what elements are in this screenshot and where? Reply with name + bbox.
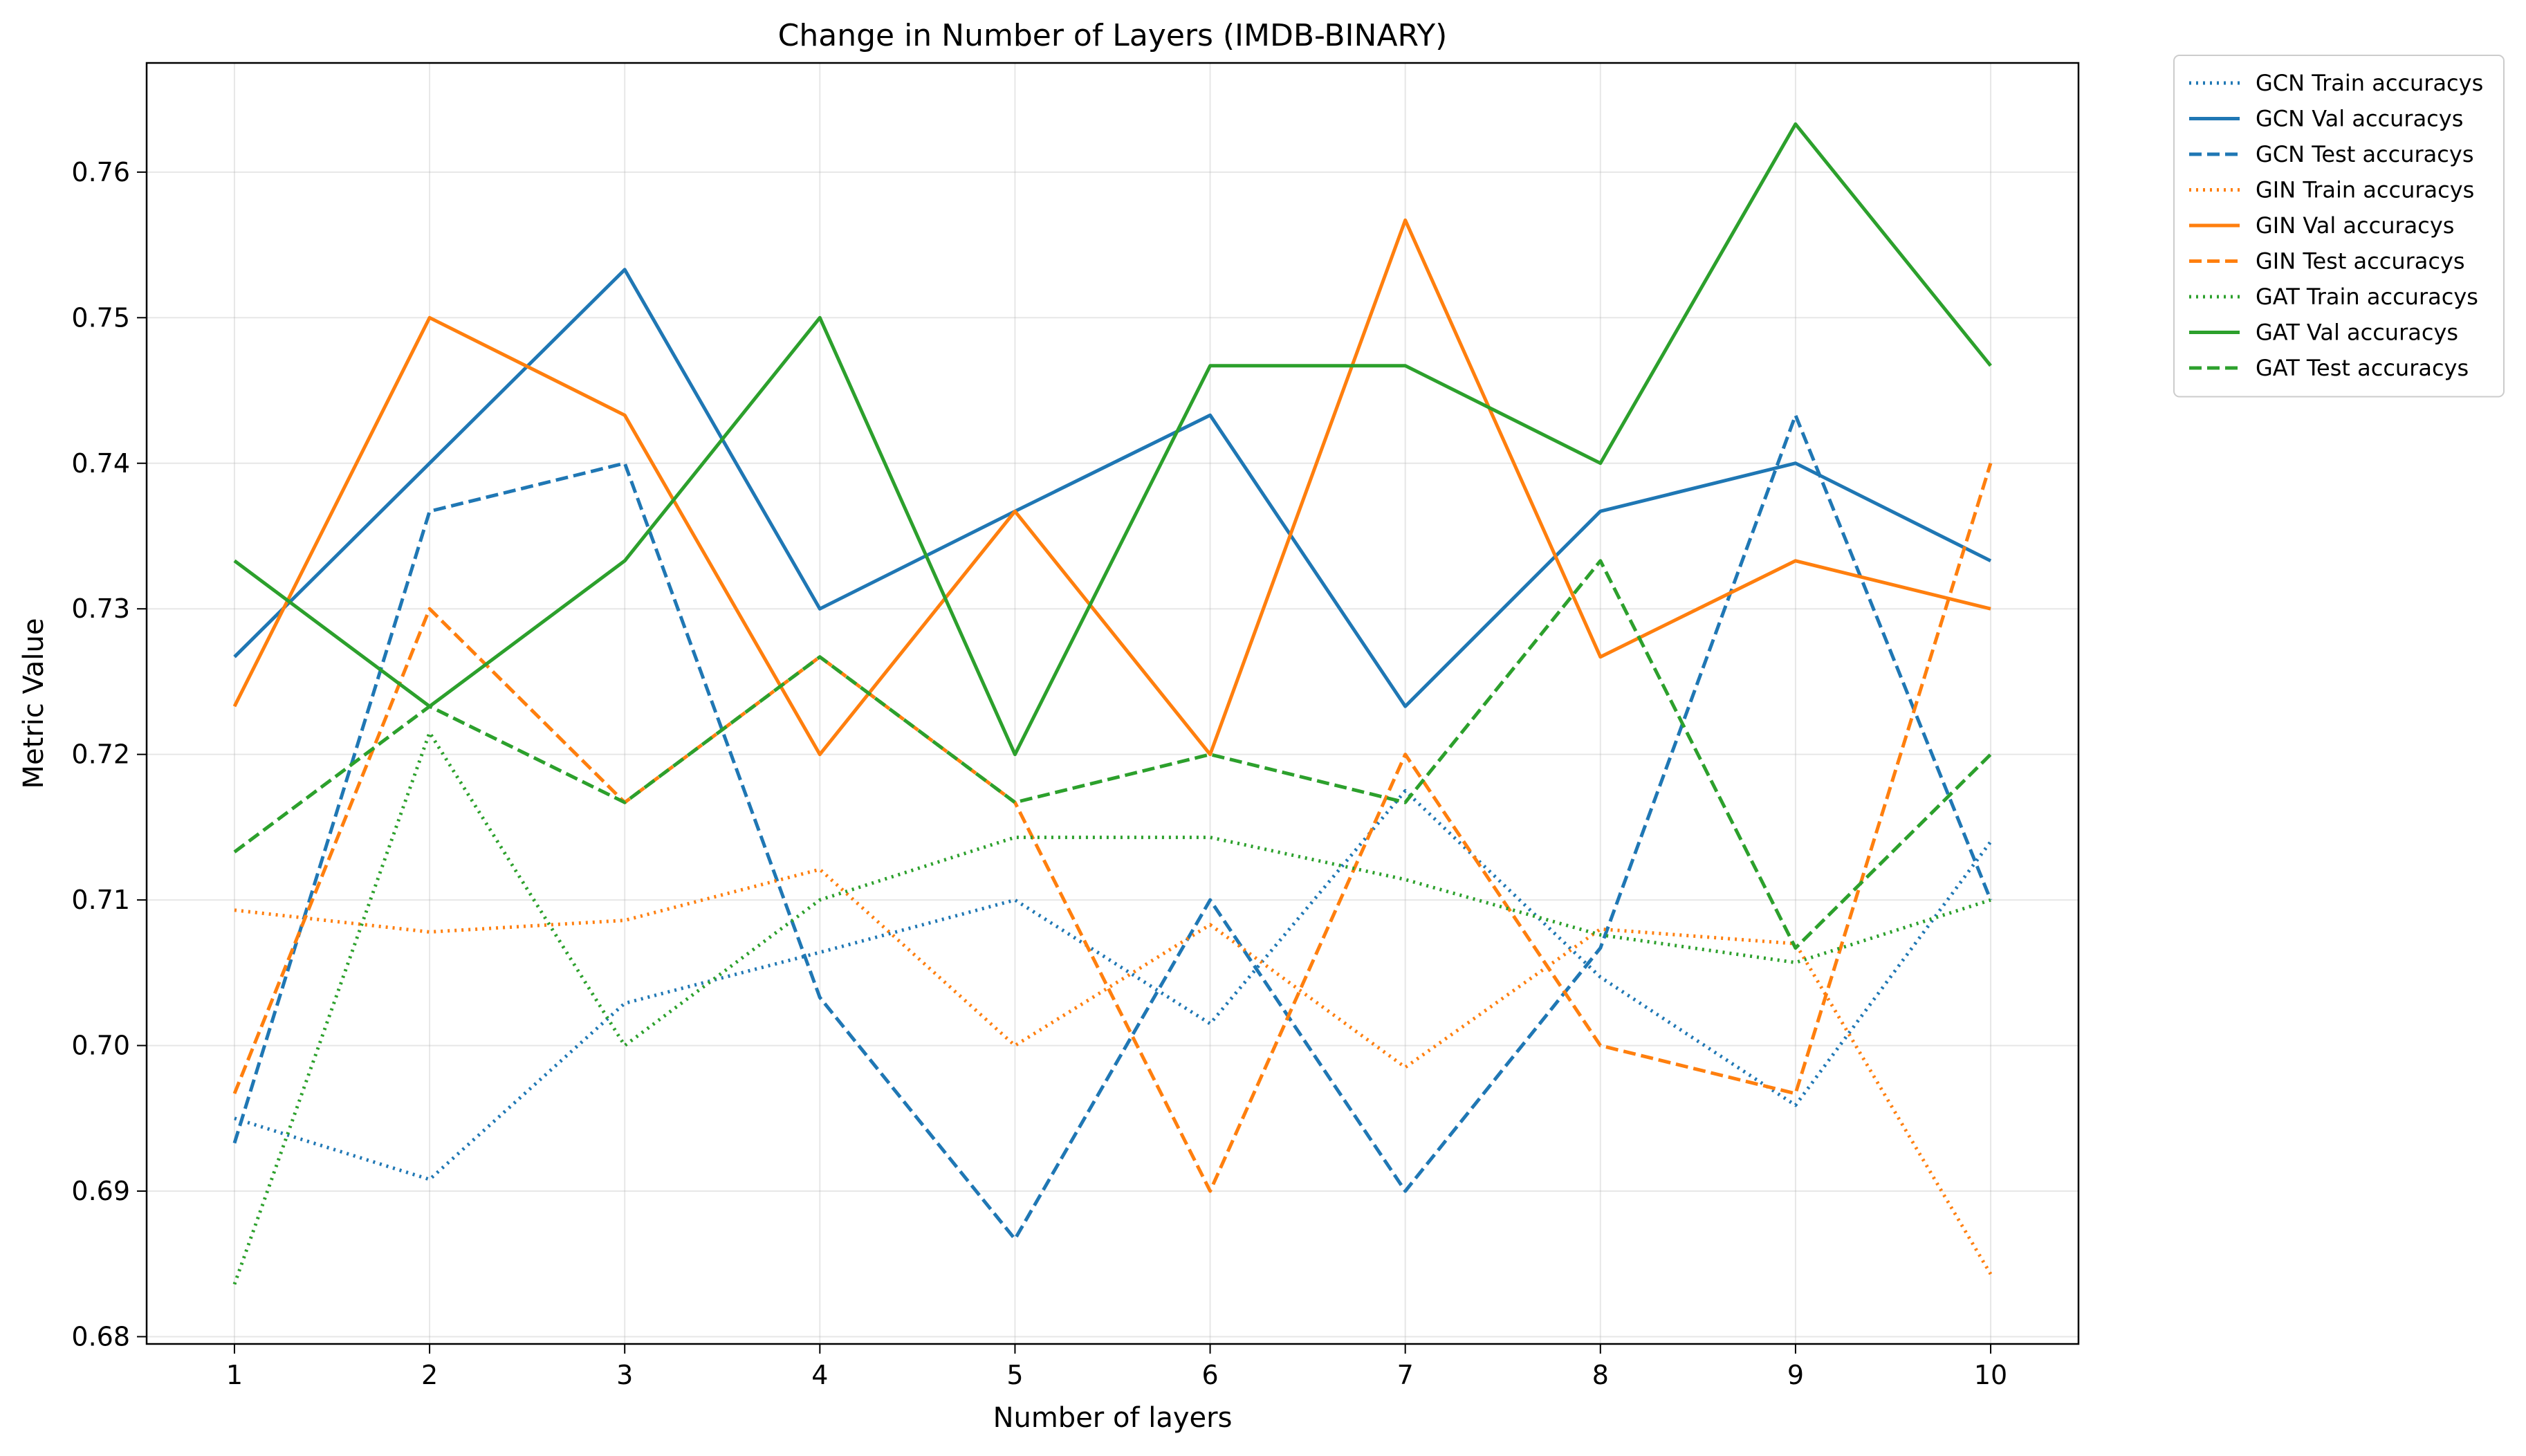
chart-title: Change in Number of Layers (IMDB-BINARY)	[778, 18, 1448, 53]
x-tick-label: 10	[1974, 1360, 2007, 1390]
x-tick-label: 8	[1592, 1360, 1609, 1390]
series-line-gin-val-accuracys	[232, 218, 1991, 757]
x-tick-label: 3	[616, 1360, 633, 1390]
legend-label: GAT Val accuracys	[2256, 320, 2458, 346]
plot-frame	[145, 62, 2080, 1345]
legend-label: GCN Train accuracys	[2256, 70, 2483, 96]
legend: GCN Train accuracys GCN Val accuracys GCN …	[2173, 55, 2505, 398]
y-tick-label: 0.73	[71, 593, 130, 624]
legend-label: GCN Val accuracys	[2256, 106, 2463, 132]
legend-label: GAT Test accuracys	[2256, 355, 2469, 381]
legend-label: GAT Train accuracys	[2256, 284, 2478, 310]
series-line-gcn-train-accuracys	[234, 789, 1993, 1181]
legend-label: GIN Train accuracys	[2256, 177, 2474, 203]
axis-ticks: 1 2 3 4 5 6 7 8 9 10 0.68 0.69 0.70 0.71 0.72 0.73 0.74 0…	[71, 157, 2007, 1390]
legend-box	[2173, 55, 2505, 398]
series-line-gat-train-accuracys	[232, 730, 1991, 1285]
y-tick-label: 0.69	[71, 1176, 130, 1206]
x-tick-label: 7	[1397, 1360, 1414, 1390]
y-tick-label: 0.68	[71, 1321, 130, 1352]
x-tick-label: 1	[226, 1360, 243, 1390]
x-tick-label: 4	[811, 1360, 828, 1390]
series-line-gat-val-accuracys	[233, 122, 1992, 757]
series-line-gcn-test-accuracys	[232, 413, 1993, 1241]
x-tick-label: 9	[1787, 1360, 1804, 1390]
series-lines	[232, 122, 1993, 1285]
x-tick-label: 6	[1201, 1360, 1218, 1390]
series-line-gat-test-accuracys	[233, 559, 1992, 950]
y-tick-label: 0.75	[71, 302, 130, 333]
y-tick-label: 0.71	[71, 885, 130, 915]
series-line-gin-test-accuracys	[232, 462, 1993, 1193]
x-tick-label: 5	[1006, 1360, 1023, 1390]
x-axis-label: Number of layers	[993, 1402, 1233, 1434]
legend-label: GIN Val accuracys	[2256, 212, 2454, 239]
y-tick-label: 0.70	[71, 1031, 130, 1061]
y-axis-label: Metric Value	[18, 618, 50, 789]
y-tick-label: 0.74	[71, 448, 130, 479]
y-tick-label: 0.72	[71, 739, 130, 770]
legend-label: GIN Test accuracys	[2256, 248, 2465, 275]
y-tick-label: 0.76	[71, 157, 130, 187]
x-tick-label: 2	[421, 1360, 438, 1390]
legend-label: GCN Test accuracys	[2256, 141, 2473, 167]
